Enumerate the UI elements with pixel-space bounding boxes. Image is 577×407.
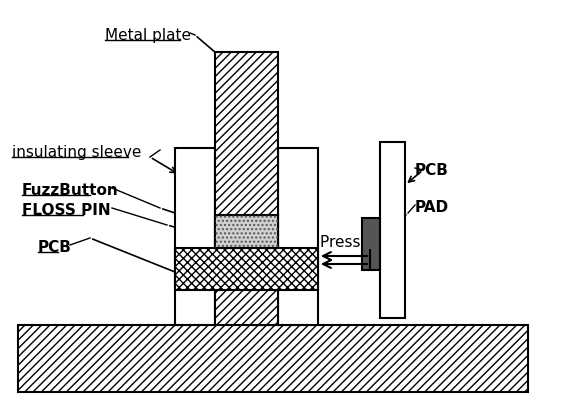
Text: Press fit: Press fit [320,235,381,250]
Text: insulating sleeve: insulating sleeve [12,145,141,160]
Bar [175,248,318,290]
Bar [175,148,215,325]
Bar [175,248,318,290]
Bar [215,215,278,248]
Text: FLOSS PIN: FLOSS PIN [22,203,111,218]
Text: PAD: PAD [415,200,449,215]
Bar [215,52,278,325]
Bar [380,142,405,318]
Text: PCB: PCB [415,163,449,178]
Text: Metal plate: Metal plate [105,28,191,43]
Bar [18,325,528,392]
Bar [18,325,528,392]
Text: PCB: PCB [38,240,72,255]
Bar [362,218,380,270]
Bar [215,52,278,325]
Text: FuzzButton: FuzzButton [22,183,119,198]
Bar [215,215,278,248]
Bar [278,148,318,325]
